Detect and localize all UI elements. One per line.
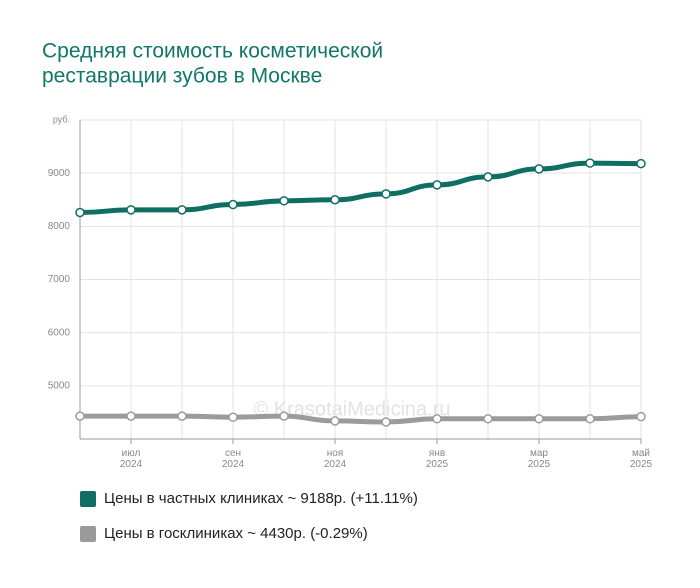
data-point (534, 414, 544, 424)
data-point (330, 195, 340, 205)
x-tick-label: мар 2025 (528, 448, 551, 470)
data-point (228, 412, 238, 422)
chart-title: реставрации зубов в Москве (42, 65, 322, 88)
series-line (77, 413, 644, 425)
data-point (177, 205, 187, 215)
legend-label: Цены в госклиниках ~ 4430р. (-0.29%) (104, 525, 368, 542)
x-tick-label-line: мар (530, 448, 548, 459)
x-tick-label-line: 2025 (630, 459, 653, 470)
data-point (381, 189, 391, 199)
y-tick-label: 5000 (48, 380, 71, 391)
x-tick-label: май 2025 (630, 448, 653, 470)
data-point (126, 411, 136, 421)
x-tick-label-line: ноя (327, 448, 344, 459)
y-tick-label: 6000 (48, 327, 71, 338)
data-point (126, 205, 136, 215)
y-tick-label: руб. (53, 114, 70, 124)
x-tick-label: сен 2024 (222, 448, 245, 470)
legend-swatch (80, 526, 96, 542)
data-point (177, 411, 187, 421)
chart-title: Средняя стоимость косметической (42, 40, 383, 63)
data-point (534, 164, 544, 174)
x-tick-label-line: 2024 (324, 459, 347, 470)
data-point (330, 416, 340, 426)
x-tick-label-line: янв (429, 448, 445, 459)
series-line (77, 160, 644, 216)
data-point (432, 180, 442, 190)
data-point (381, 417, 391, 427)
x-tick-label-line: 2024 (222, 459, 245, 470)
data-point (75, 411, 85, 421)
y-tick-label: 7000 (48, 274, 71, 285)
data-point (483, 414, 493, 424)
data-point (279, 196, 289, 206)
x-tick-label-line: май (632, 448, 650, 459)
y-tick-label: 8000 (48, 221, 71, 232)
x-tick-label-line: 2024 (120, 459, 143, 470)
x-tick-label: янв 2025 (426, 448, 449, 470)
data-point (279, 411, 289, 421)
x-tick-label-line: 2025 (426, 459, 449, 470)
data-point (483, 172, 493, 182)
data-point (585, 414, 595, 424)
x-tick-label-line: сен (225, 448, 241, 459)
data-point (432, 414, 442, 424)
legend-swatch (80, 491, 96, 507)
data-point (585, 158, 595, 168)
data-point (636, 158, 646, 169)
data-point (636, 411, 646, 422)
x-tick-label: июл 2024 (120, 448, 143, 470)
data-point (75, 207, 85, 218)
watermark: © KrasotaiMedicina.ru (253, 398, 450, 420)
x-tick-label-line: 2025 (528, 459, 551, 470)
legend-label: Цены в частных клиниках ~ 9188р. (+11.11… (104, 490, 418, 507)
x-tick-label: ноя 2024 (324, 448, 347, 470)
data-point (228, 199, 238, 210)
y-tick-label: 9000 (48, 168, 71, 179)
x-tick-label-line: июл (122, 448, 141, 459)
